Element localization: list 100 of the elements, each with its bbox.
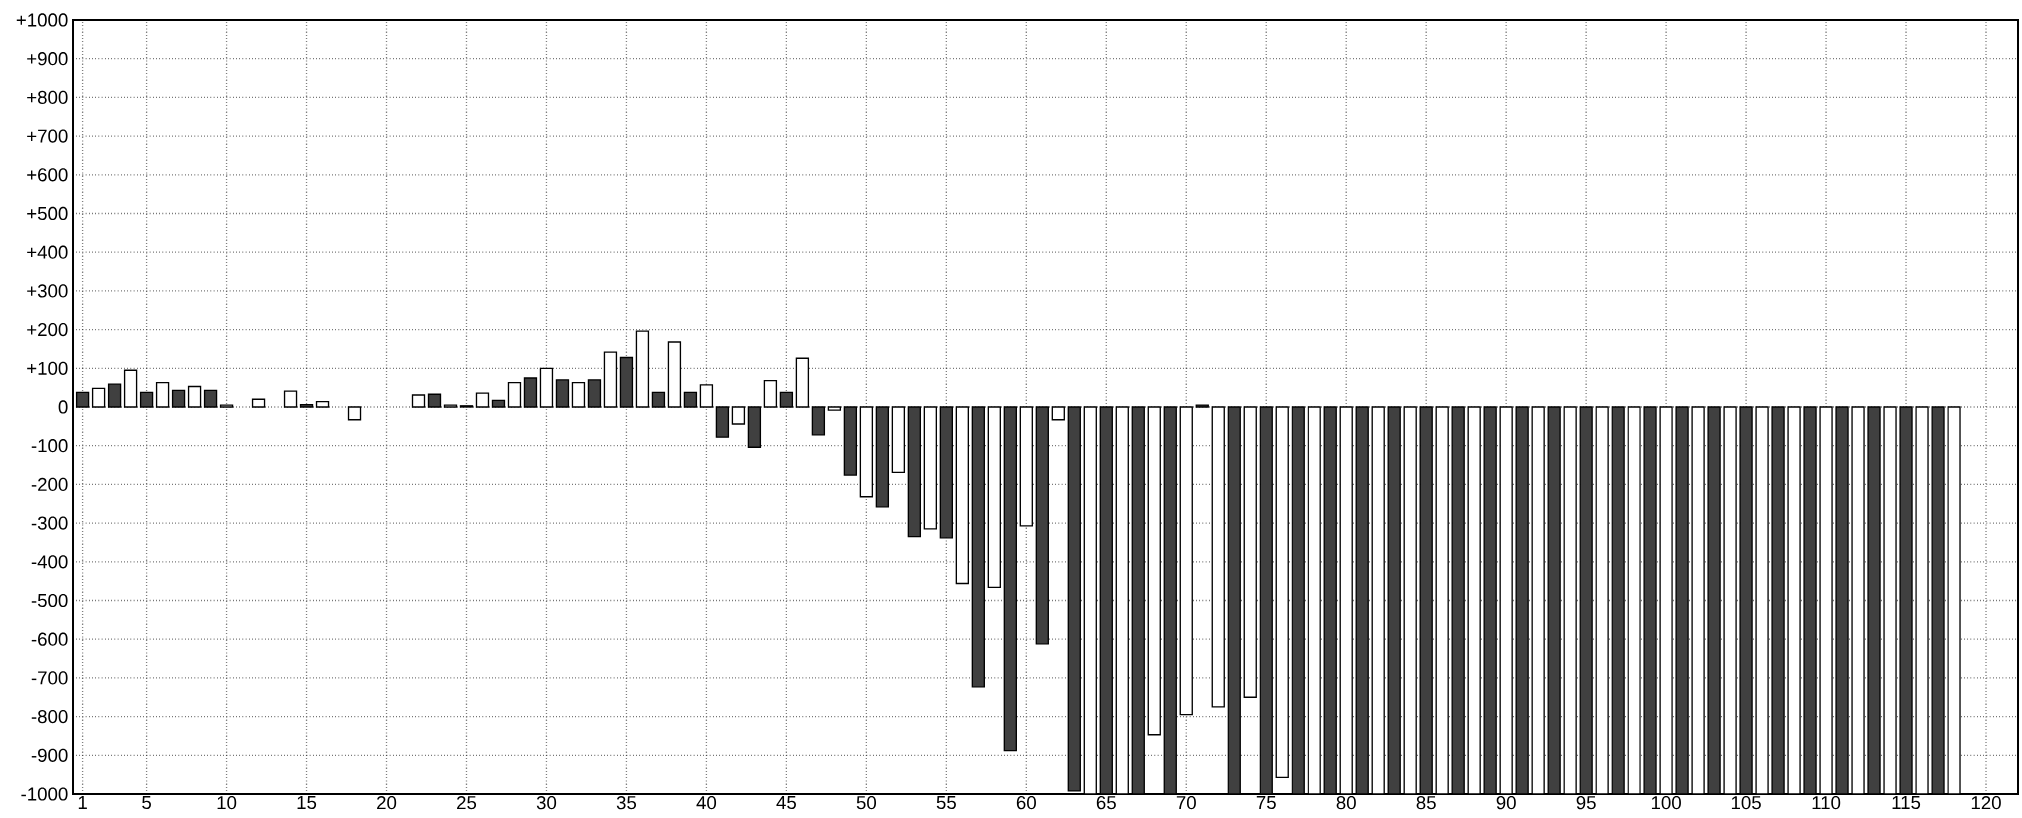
bar — [1067, 406, 1081, 792]
y-tick-label: +500 — [27, 206, 68, 221]
bar — [859, 406, 874, 498]
x-tick-label: 100 — [1651, 796, 1681, 810]
bar — [619, 356, 634, 408]
bar — [635, 330, 650, 408]
bar — [91, 387, 106, 408]
bar — [1243, 406, 1257, 698]
bar — [347, 406, 362, 421]
bar — [507, 381, 522, 408]
y-tick-label: -400 — [31, 555, 68, 569]
y-tick-label: +600 — [27, 168, 68, 182]
bar — [171, 389, 186, 408]
bar — [1211, 406, 1225, 708]
bar — [875, 406, 890, 508]
bar — [795, 357, 810, 408]
bar — [283, 390, 298, 408]
y-tick-label: -100 — [31, 439, 68, 453]
bar — [571, 381, 586, 408]
y-tick-label: +100 — [27, 361, 68, 375]
bar — [811, 406, 826, 436]
bar — [955, 406, 969, 585]
bar — [699, 384, 714, 408]
bar — [683, 391, 698, 408]
bar — [491, 399, 506, 408]
x-tick-label: 65 — [1096, 796, 1116, 810]
bar — [603, 351, 618, 408]
x-tick-label: 50 — [856, 796, 877, 810]
bar — [123, 369, 138, 408]
bar — [891, 406, 906, 474]
x-tick-label: 60 — [1016, 796, 1036, 810]
bar — [107, 383, 122, 408]
bar — [427, 393, 442, 408]
bar — [139, 391, 154, 408]
bar — [651, 391, 666, 408]
y-tick-label: +300 — [27, 284, 68, 298]
x-tick-label: 80 — [1336, 796, 1356, 810]
bar — [587, 379, 602, 408]
bar — [987, 406, 1001, 589]
y-tick-label: +400 — [27, 245, 68, 259]
x-tick-label: 105 — [1731, 796, 1761, 810]
bar — [1275, 406, 1289, 779]
y-tick-label: -1000 — [21, 787, 68, 801]
y-tick-label: -900 — [31, 748, 68, 762]
bar — [539, 367, 554, 408]
x-tick-label: 115 — [1892, 796, 1921, 810]
y-tick-label: +800 — [27, 90, 68, 105]
bar — [411, 394, 426, 408]
y-tick-label: +700 — [27, 129, 68, 143]
x-tick-label: 45 — [776, 796, 796, 810]
bar — [971, 406, 985, 688]
x-tick-label: 1 — [78, 796, 87, 809]
x-tick-label: 95 — [1576, 796, 1596, 810]
y-tick-label: -600 — [31, 632, 68, 646]
bar — [1035, 406, 1049, 645]
bar — [747, 406, 762, 448]
bar — [187, 385, 202, 408]
x-tick-label: 90 — [1496, 796, 1516, 810]
x-tick-label: 70 — [1176, 796, 1196, 810]
y-tick-label: +900 — [27, 52, 68, 66]
y-tick-label: 0 — [58, 400, 68, 414]
bar — [1051, 406, 1065, 421]
bar — [923, 406, 938, 530]
bar — [251, 398, 266, 408]
bar — [299, 404, 314, 408]
bar — [523, 377, 538, 408]
bar — [667, 341, 682, 408]
x-tick-label: 10 — [217, 796, 237, 810]
x-tick-label: 5 — [142, 796, 151, 810]
y-tick-label: -500 — [31, 593, 68, 608]
y-tick-label: -200 — [31, 477, 68, 492]
bar — [779, 391, 794, 408]
x-tick-label: 120 — [1971, 796, 2001, 810]
bar — [203, 389, 218, 408]
y-tick-label: -300 — [31, 516, 68, 530]
x-tick-label: 75 — [1256, 796, 1276, 810]
bar — [155, 381, 170, 408]
bar — [731, 406, 746, 425]
x-tick-label: 15 — [297, 796, 317, 810]
bar — [315, 400, 330, 408]
bar — [715, 406, 730, 438]
bar — [827, 406, 842, 411]
bar — [1179, 406, 1193, 716]
x-tick-label: 55 — [936, 796, 956, 810]
bar — [907, 406, 922, 538]
x-tick-label: 85 — [1416, 796, 1436, 810]
bar — [1003, 406, 1017, 752]
y-tick-label: -700 — [31, 671, 68, 685]
x-tick-label: 40 — [696, 796, 717, 810]
bar — [1147, 406, 1161, 736]
bar — [475, 392, 490, 408]
bar — [555, 379, 570, 408]
y-tick-label: +200 — [27, 322, 68, 337]
x-tick-label: 30 — [536, 796, 557, 810]
x-tick-label: 110 — [1812, 796, 1841, 810]
bar — [939, 406, 953, 539]
bar — [843, 406, 858, 476]
x-tick-label: 35 — [616, 796, 637, 810]
y-tick-label: +1000 — [16, 13, 68, 27]
x-tick-label: 25 — [457, 796, 477, 810]
